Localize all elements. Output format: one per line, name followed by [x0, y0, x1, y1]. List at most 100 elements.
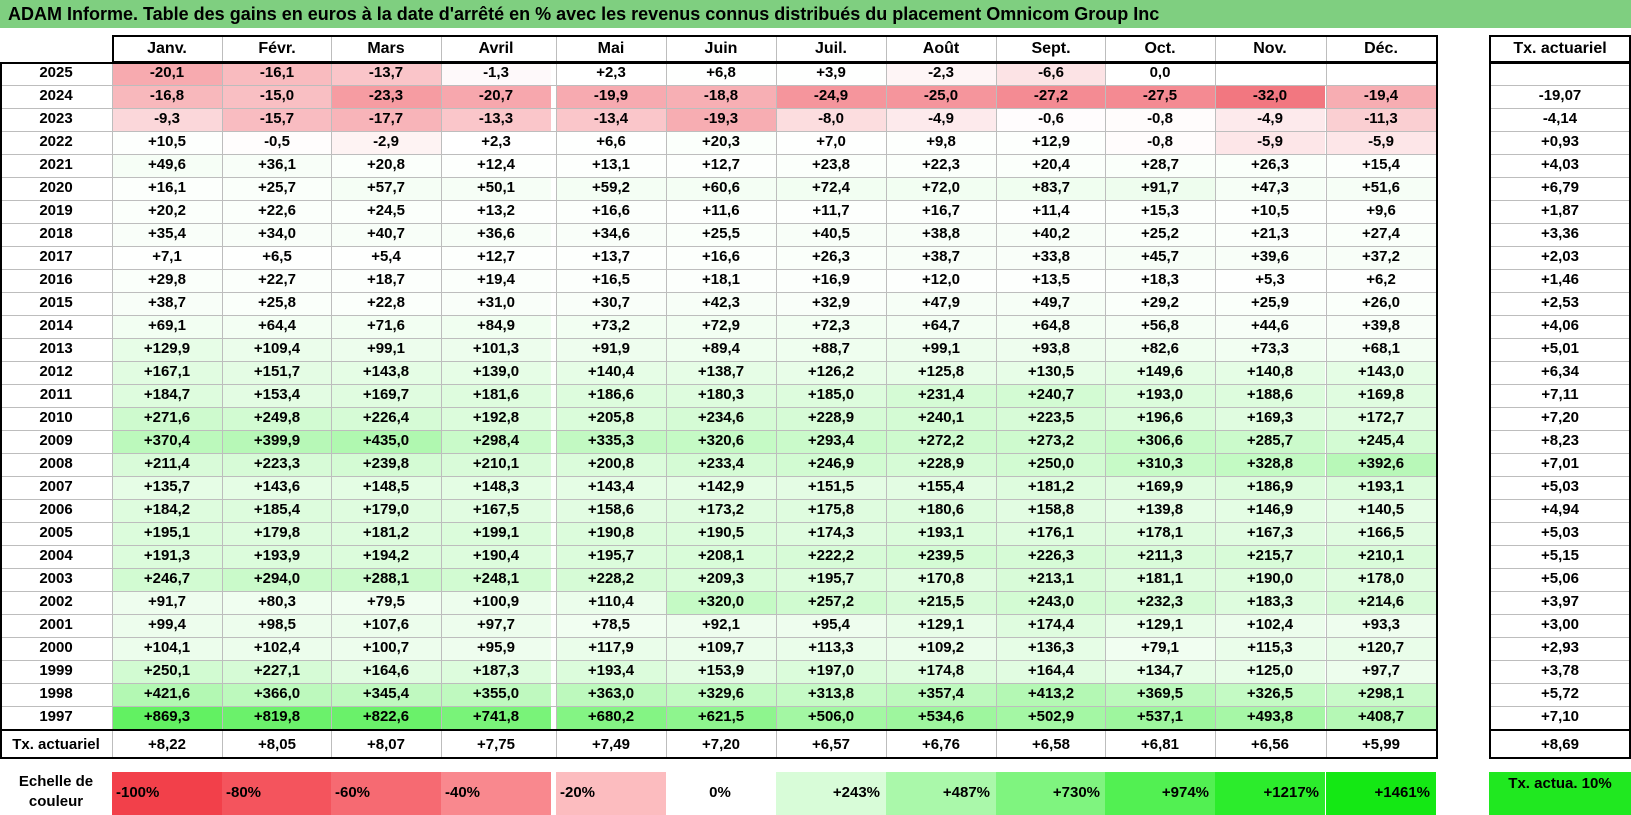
heatmap-cell: +109,2: [886, 637, 996, 660]
heatmap-cell: -25,0: [886, 85, 996, 108]
heatmap-cell: +40,7: [331, 223, 441, 246]
heatmap-cell: -19,9: [556, 85, 666, 108]
heatmap-cell: +140,8: [1215, 361, 1325, 384]
heatmap-cell: +88,7: [776, 338, 886, 361]
footer-value: +8,22: [148, 736, 186, 753]
year-label: 2023: [39, 110, 73, 127]
heatmap-cell: +15,3: [1105, 200, 1215, 223]
heatmap-cell: +83,7: [996, 177, 1106, 200]
tx-actuariel-value: +5,15: [1541, 547, 1579, 564]
heatmap-cell: +99,4: [112, 614, 222, 637]
heatmap-cell: +214,6: [1326, 591, 1436, 614]
tx-actuariel-value: +2,03: [1541, 248, 1579, 265]
heatmap-cell: +191,3: [112, 545, 222, 568]
heatmap-cell: +143,0: [1326, 361, 1436, 384]
heatmap-cell: +223,3: [222, 453, 332, 476]
heatmap-cell: +151,5: [776, 476, 886, 499]
heatmap-cell: +12,4: [441, 154, 551, 177]
heatmap-cell: +6,5: [222, 246, 332, 269]
tx-actuariel-value: +4,06: [1541, 317, 1579, 334]
heatmap-cell: +102,4: [222, 637, 332, 660]
heatmap-cell: +22,6: [222, 200, 332, 223]
heatmap-cell: +16,5: [556, 269, 666, 292]
year-label: 2003: [39, 570, 73, 587]
year-label: 2002: [39, 593, 73, 610]
heatmap-cell: +24,5: [331, 200, 441, 223]
column-gridline: [556, 35, 557, 759]
heatmap-cell: +155,4: [886, 476, 996, 499]
tx-actuariel-value: +3,36: [1541, 225, 1579, 242]
tx-actuariel-value: +5,72: [1541, 685, 1579, 702]
heatmap-cell: +200,8: [556, 453, 666, 476]
heatmap-cell: -20,1: [112, 62, 222, 85]
heatmap-cell: +239,8: [331, 453, 441, 476]
heatmap-cell: +73,2: [556, 315, 666, 338]
month-header: Sept.: [1031, 40, 1071, 57]
heatmap-cell: +64,8: [996, 315, 1106, 338]
heatmap-cell: +228,9: [776, 407, 886, 430]
heatmap-cell: +12,7: [666, 154, 776, 177]
heatmap-cell: +25,8: [222, 292, 332, 315]
heatmap-cell: +64,4: [222, 315, 332, 338]
scale-swatch: -80%: [222, 772, 332, 815]
heatmap-cell: +506,0: [776, 706, 886, 729]
row-gridline: [0, 499, 1438, 500]
heatmap-cell: +9,8: [886, 131, 996, 154]
heatmap-cell: +187,3: [441, 660, 551, 683]
month-header: Juil.: [814, 40, 847, 57]
tx-actuariel-value: +3,97: [1541, 593, 1579, 610]
row-gridline: [1489, 430, 1631, 431]
heatmap-cell: +313,8: [776, 683, 886, 706]
heatmap-cell: +293,4: [776, 430, 886, 453]
row-gridline: [0, 384, 1438, 385]
heatmap-cell: +16,9: [776, 269, 886, 292]
heatmap-cell: +502,9: [996, 706, 1106, 729]
heatmap-cell: +320,0: [666, 591, 776, 614]
scale-swatch: +1217%: [1215, 772, 1325, 815]
tx-actuariel-value: +6,79: [1541, 179, 1579, 196]
heatmap-cell: +193,1: [1326, 476, 1436, 499]
heatmap-cell: +59,2: [556, 177, 666, 200]
row-gridline: [1489, 614, 1631, 615]
heatmap-cell: +179,8: [222, 522, 332, 545]
heatmap-cell: -5,9: [1326, 131, 1436, 154]
heatmap-cell: +3,9: [776, 62, 886, 85]
column-gridline: [1105, 35, 1106, 759]
heatmap-cell: +185,0: [776, 384, 886, 407]
footer-value: +6,56: [1251, 736, 1289, 753]
heatmap-cell: +10,5: [112, 131, 222, 154]
tx-actuariel-value: +7,20: [1541, 409, 1579, 426]
row-gridline: [0, 108, 1438, 109]
heatmap-cell: +193,9: [222, 545, 332, 568]
report-title: ADAM Informe. Table des gains en euros à…: [0, 0, 1631, 28]
heatmap-cell: +95,4: [776, 614, 886, 637]
heatmap-cell: +392,6: [1326, 453, 1436, 476]
year-label: 1997: [39, 708, 73, 725]
year-label: 2004: [39, 547, 73, 564]
heatmap-cell: +240,1: [886, 407, 996, 430]
heatmap-cell: +197,0: [776, 660, 886, 683]
tx-actuariel-value: +5,06: [1541, 570, 1579, 587]
tx-actuariel-value: +5,03: [1541, 478, 1579, 495]
heatmap-cell: 0,0: [1105, 62, 1215, 85]
year-label: 2010: [39, 409, 73, 426]
heatmap-cell: [1215, 62, 1325, 85]
heatmap-cell: +110,4: [556, 591, 666, 614]
heatmap-cell: +250,1: [112, 660, 222, 683]
footer-value: +7,75: [477, 736, 515, 753]
heatmap-cell: +534,6: [886, 706, 996, 729]
heatmap-cell: +169,9: [1105, 476, 1215, 499]
heatmap-cell: +190,5: [666, 522, 776, 545]
month-header: Déc.: [1364, 40, 1398, 57]
month-header: Janv.: [147, 40, 187, 57]
row-gridline: [0, 453, 1438, 454]
year-label: 2017: [39, 248, 73, 265]
heatmap-cell: +56,8: [1105, 315, 1215, 338]
heatmap-cell: +29,2: [1105, 292, 1215, 315]
row-gridline: [0, 729, 1438, 730]
heatmap-cell: +223,5: [996, 407, 1106, 430]
heatmap-cell: +146,9: [1215, 499, 1325, 522]
heatmap-cell: +190,4: [441, 545, 551, 568]
heatmap-cell: +72,4: [776, 177, 886, 200]
year-label: 2015: [39, 294, 73, 311]
